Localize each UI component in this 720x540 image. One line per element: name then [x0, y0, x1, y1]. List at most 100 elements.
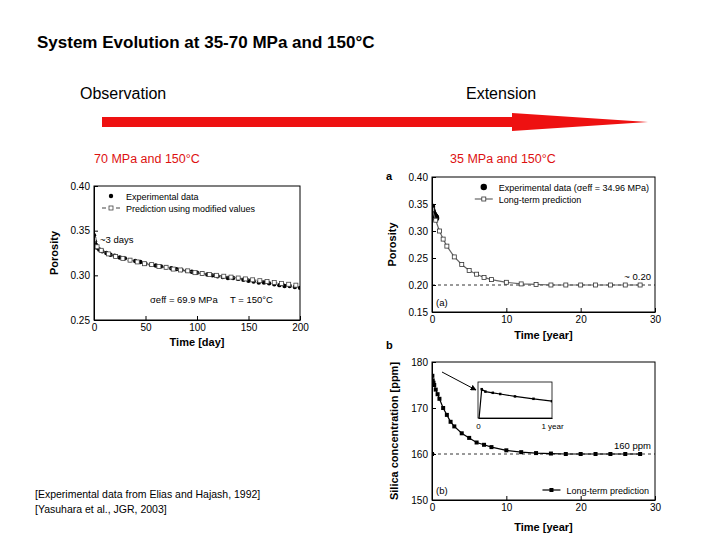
tick: 30 — [650, 496, 662, 513]
tick-mark — [655, 496, 656, 500]
data-point — [128, 258, 132, 262]
reference: [Yasuhara et al., JGR, 2003] — [35, 503, 167, 515]
data-point — [579, 452, 583, 456]
data-point — [200, 272, 204, 276]
data-point — [294, 283, 298, 287]
plot-frame — [432, 177, 655, 312]
data-point — [128, 258, 132, 262]
data-point — [460, 431, 464, 435]
data-point — [106, 252, 110, 256]
x-axis-title: Time [year] — [514, 521, 573, 533]
tick: 20 — [576, 496, 588, 513]
tick-mark — [432, 362, 436, 363]
tick-label: 0 — [430, 502, 436, 513]
data-point — [121, 256, 125, 260]
data-point — [215, 273, 219, 277]
section-label: Extension — [466, 85, 536, 102]
data-point — [114, 255, 118, 259]
data-point — [437, 397, 441, 401]
legend-swatch — [109, 206, 113, 210]
legend-label: Long-term prediction — [499, 195, 582, 205]
reference: [Experimental data from Elias and Hajash… — [35, 488, 260, 500]
data-point — [480, 388, 483, 391]
tick-label: 1 year — [541, 422, 564, 431]
tick-label: 0 — [430, 314, 436, 325]
tick-label: 0.35 — [409, 199, 429, 210]
data-point — [449, 420, 453, 424]
plot-area — [432, 204, 655, 288]
tick-mark — [432, 231, 436, 232]
legend-swatch — [482, 197, 486, 201]
data-point — [519, 282, 523, 286]
tick-label: 0.40 — [409, 172, 429, 183]
data-point — [150, 263, 154, 267]
legend: Long-term prediction — [542, 486, 649, 496]
data-point — [638, 452, 642, 456]
tick-mark — [506, 496, 507, 500]
tick-mark — [197, 316, 198, 320]
tick-mark — [581, 308, 582, 312]
data-point — [579, 283, 583, 287]
data-point — [99, 248, 103, 252]
data-point — [489, 445, 493, 449]
x-axis-title: Time [day] — [170, 336, 225, 348]
tick-label: 160 — [411, 449, 428, 460]
tick-label: 0 — [476, 422, 481, 431]
data-point — [179, 268, 183, 272]
tick-label: 180 — [411, 357, 428, 368]
data-point — [638, 283, 642, 287]
legend-label: Experimental data (σeff = 34.96 MPa) — [499, 183, 649, 193]
data-point — [243, 277, 247, 281]
tick: 170 — [411, 403, 436, 414]
slide-title: System Evolution at 35-70 MPa and 150°C — [37, 33, 374, 52]
tick-label: 20 — [576, 502, 588, 513]
chart-title: 35 MPa and 150°C — [450, 152, 556, 166]
data-point — [279, 281, 283, 285]
data-point — [564, 452, 568, 456]
tick-mark — [581, 496, 582, 500]
axis: 150160170180 — [411, 357, 436, 506]
tick: 50 — [140, 316, 152, 333]
tick-mark — [249, 316, 250, 320]
inset-plot — [478, 388, 552, 418]
reference-label: ~ 0.20 — [624, 271, 651, 282]
data-point — [207, 272, 211, 276]
series-line — [432, 376, 640, 454]
data-point — [594, 452, 598, 456]
axis-line — [95, 320, 301, 321]
data-point — [437, 229, 441, 233]
legend-label: Long-term prediction — [566, 486, 649, 496]
legend-item: Long-term prediction — [542, 486, 649, 496]
tick-mark — [432, 312, 436, 313]
data-point — [549, 452, 553, 456]
tick: 180 — [411, 357, 436, 368]
data-point — [222, 274, 226, 278]
tick: 150 — [241, 316, 258, 333]
data-point — [441, 237, 445, 241]
chart-title: 70 MPa and 150°C — [94, 152, 200, 166]
data-point — [445, 244, 449, 248]
tick: 0.30 — [71, 270, 98, 281]
tick-label: 0.20 — [409, 280, 429, 291]
tick-mark — [432, 204, 436, 205]
data-point — [623, 452, 627, 456]
data-point — [95, 245, 99, 249]
tick-mark — [432, 408, 436, 409]
annotation: T = 150°C — [230, 294, 273, 305]
tick-label: 150 — [241, 322, 258, 333]
tick: 0 — [476, 418, 481, 431]
tick-mark — [432, 454, 436, 455]
legend: Experimental data (σeff = 34.96 MPa) Long… — [475, 183, 649, 205]
data-point — [489, 278, 493, 282]
panel-label: a — [386, 170, 393, 182]
legend-item: Prediction using modified values — [102, 204, 256, 214]
data-point — [482, 275, 486, 279]
tick-label: 100 — [189, 322, 206, 333]
data-point — [564, 283, 568, 287]
data-point — [519, 450, 523, 454]
series-line — [94, 240, 296, 286]
tick-label: 30 — [650, 314, 662, 325]
tick: 160 — [411, 449, 436, 460]
tick-label: 0.30 — [71, 270, 91, 281]
y-axis-title: Silica concentration [ppm] — [388, 362, 400, 500]
